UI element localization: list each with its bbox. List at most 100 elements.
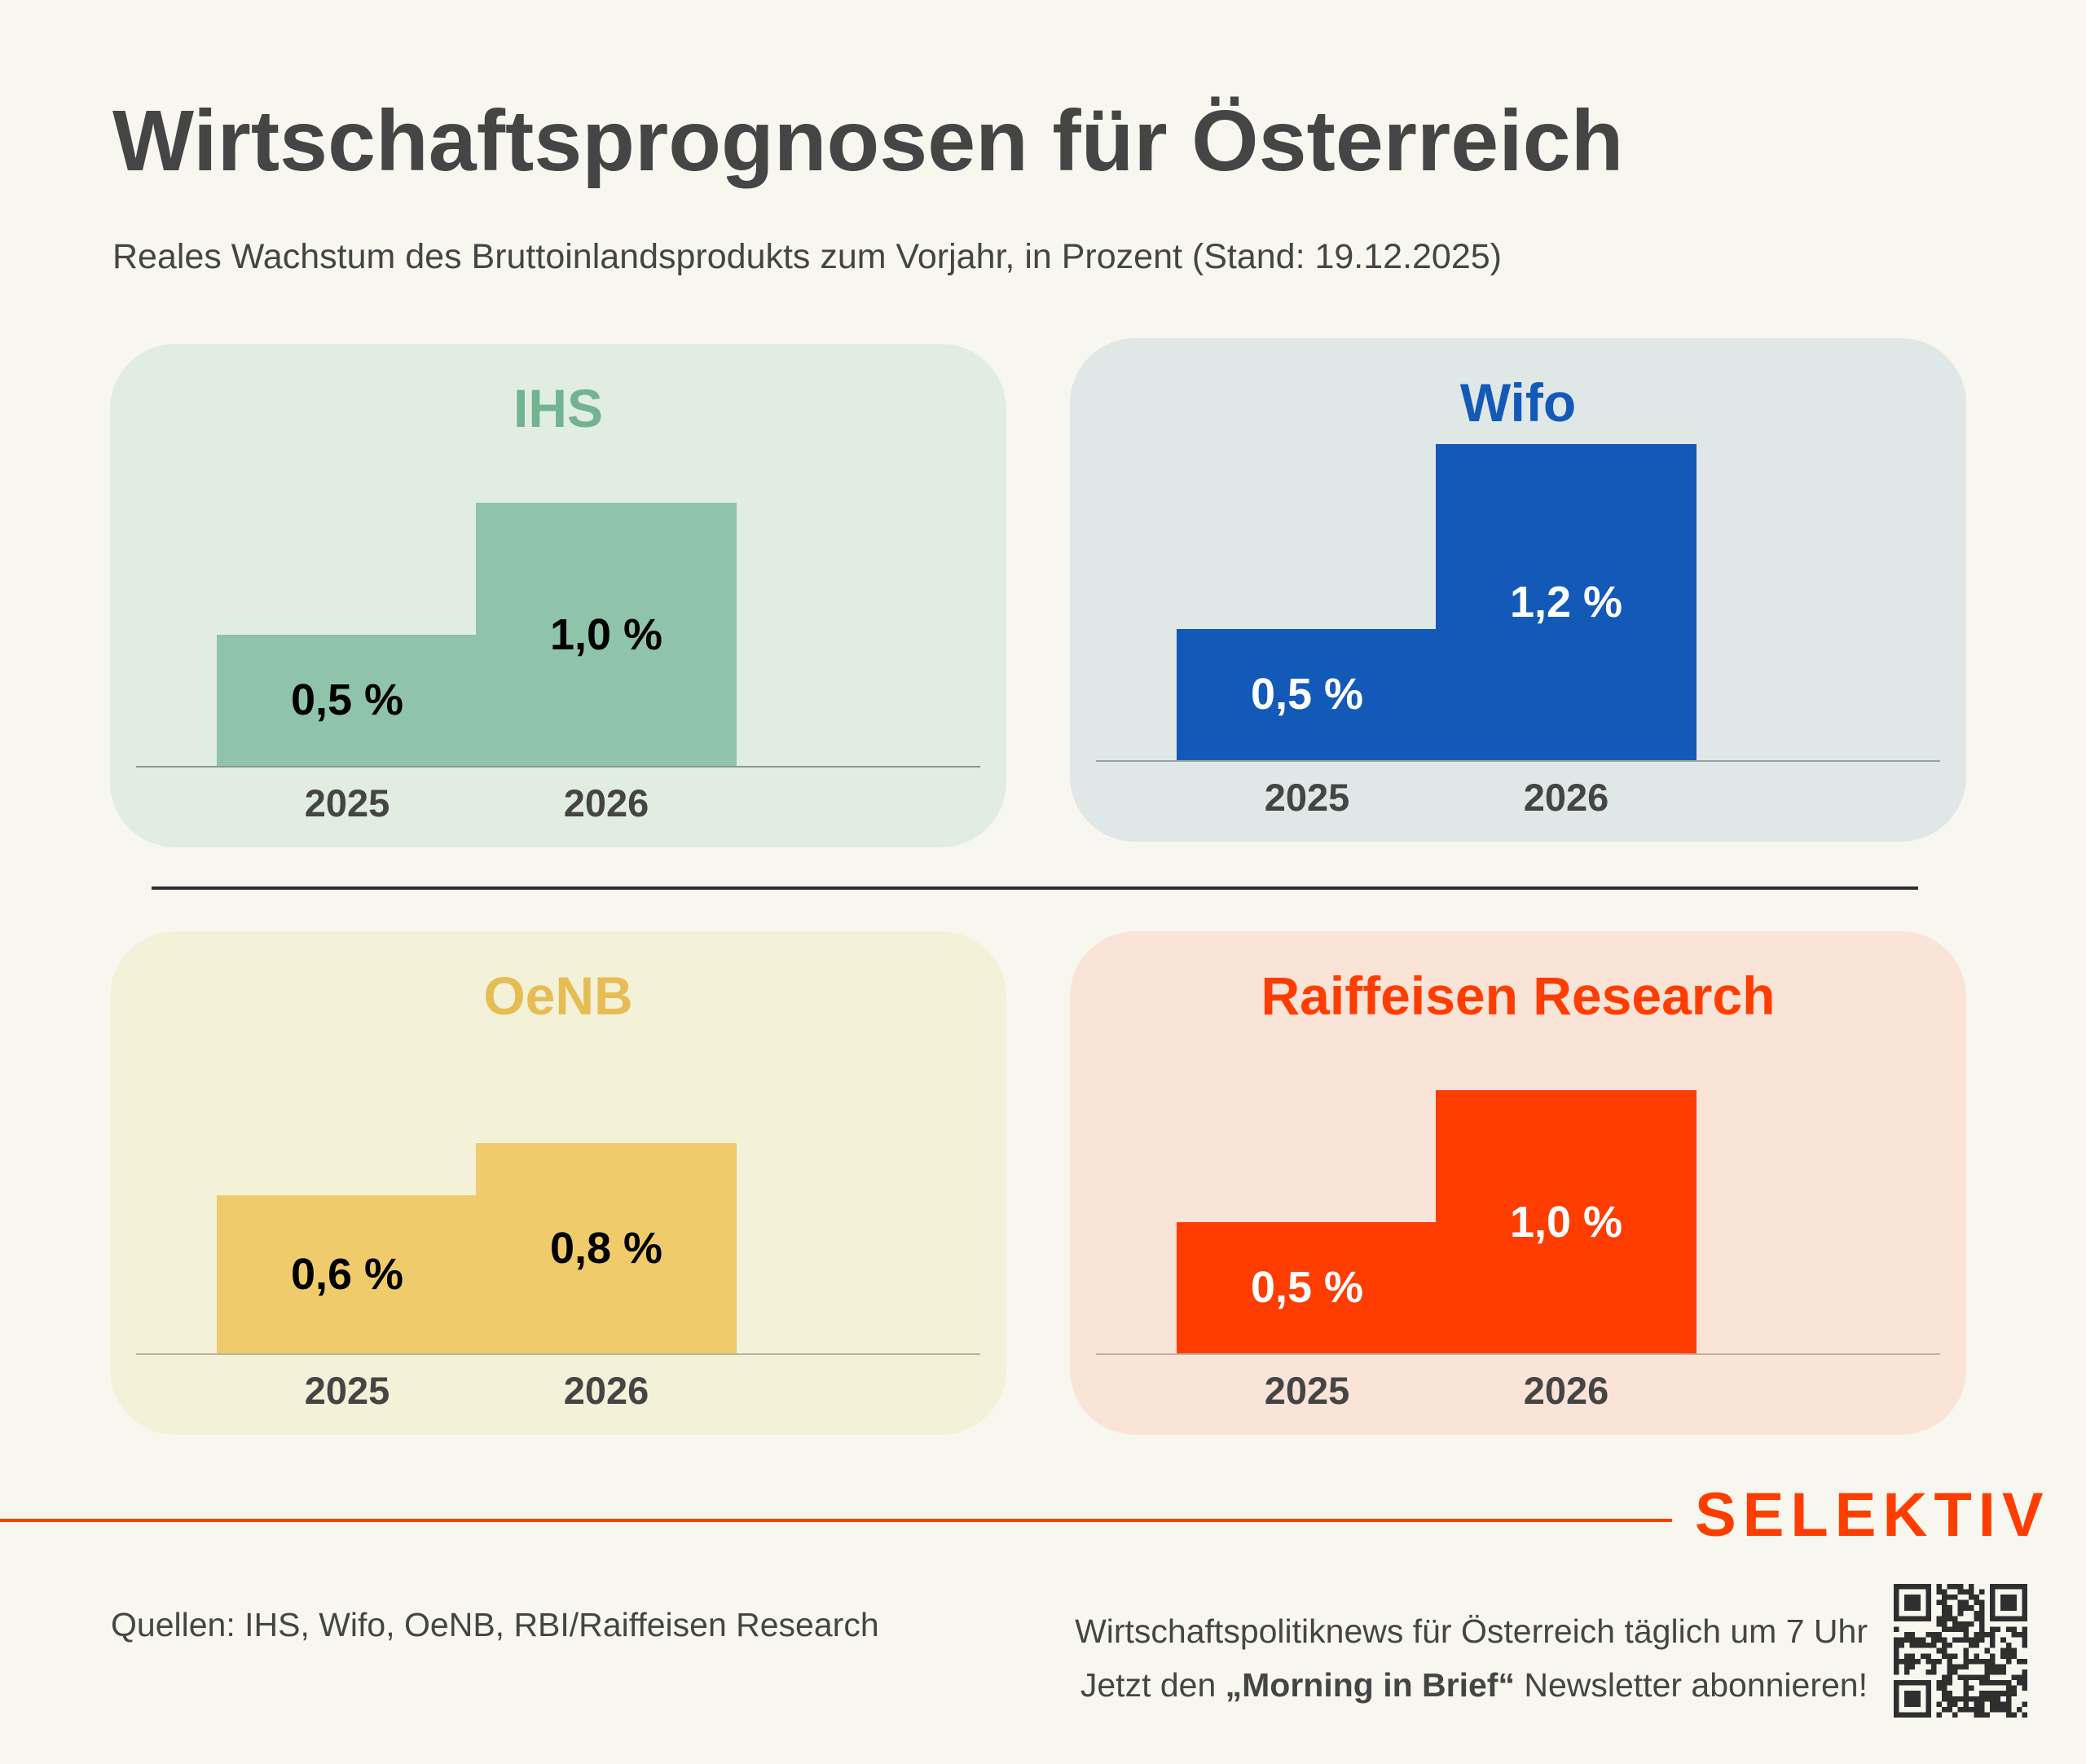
qr-module [1936, 1599, 1943, 1606]
qr-module [2016, 1658, 2022, 1665]
qr-module [1925, 1669, 1931, 1675]
qr-module [1990, 1658, 1996, 1665]
newsletter-name[interactable]: „Morning in Brief“ [1225, 1665, 1515, 1704]
qr-module [2016, 1706, 2022, 1713]
bar-2025 [1177, 628, 1437, 760]
qr-module [2022, 1584, 2027, 1621]
qr-module [1957, 1674, 1964, 1681]
qr-module [1957, 1621, 1964, 1627]
qr-module [1968, 1658, 1974, 1665]
qr-module [1942, 1674, 1947, 1681]
qr-module [2022, 1685, 2027, 1691]
qr-module [1904, 1669, 1910, 1675]
qr-module [1947, 1643, 1953, 1648]
qr-module [1952, 1712, 1958, 1718]
qr-module [1942, 1621, 1947, 1627]
qr-module [1909, 1664, 1916, 1669]
qr-module [1947, 1669, 1953, 1675]
qr-module [1968, 1696, 1974, 1702]
qr-module [1990, 1664, 1996, 1669]
bar-2026 [1436, 1090, 1697, 1353]
bar-value-label: 1,0 % [549, 609, 663, 659]
x-tick-label: 2026 [563, 781, 649, 825]
promo-line-2[interactable]: Jetzt den „Morning in Brief“ Newsletter … [1075, 1659, 1868, 1713]
qr-module [1947, 1653, 1953, 1659]
qr-module [1952, 1621, 1958, 1627]
qr-module [1990, 1669, 1996, 1675]
qr-module [1925, 1680, 1931, 1718]
qr-module [1978, 1706, 1985, 1713]
chart-panel-raiffeisen: Raiffeisen Research 0,5 % 2025 1,0 % 2026 [1070, 931, 1966, 1435]
promo-line-1: Wirtschaftspolitiknews für Österreich tä… [1075, 1612, 1868, 1650]
qr-module [1995, 1664, 2001, 1669]
qr-module [1947, 1595, 1953, 1600]
chart-panel-wifo: Wifo 0,5 % 2025 1,2 % 2026 [1070, 338, 1966, 842]
qr-module [2000, 1647, 2006, 1654]
qr-module [1936, 1616, 1943, 1621]
qr-module [2011, 1691, 2017, 1696]
qr-module [1904, 1658, 1910, 1665]
qr-module [1952, 1664, 1958, 1669]
qr-module [1963, 1664, 1969, 1669]
qr-module [1942, 1696, 1947, 1702]
bar-value-label: 1,2 % [1509, 578, 1623, 627]
bar-2025 [1177, 1221, 1437, 1353]
qr-module [2000, 1664, 2006, 1669]
qr-module [1952, 1653, 1958, 1659]
footer-accent-line [0, 1519, 1672, 1522]
qr-module [1904, 1632, 1910, 1638]
qr-code-icon[interactable] [1894, 1584, 2027, 1718]
qr-module [1984, 1647, 1991, 1654]
qr-module [2000, 1637, 2006, 1643]
qr-module [2000, 1595, 2017, 1611]
qr-module [1963, 1647, 1969, 1654]
qr-module [1894, 1616, 1931, 1621]
qr-module [1936, 1637, 1943, 1643]
qr-module [1990, 1616, 2027, 1621]
qr-module [1995, 1706, 2001, 1713]
brand-logo[interactable]: SELEKTIV [1695, 1480, 2050, 1550]
qr-module [1894, 1584, 1899, 1621]
qr-module [1930, 1643, 1937, 1648]
qr-module [1963, 1599, 1969, 1606]
qr-module [1968, 1685, 1974, 1691]
qr-module [1920, 1643, 1926, 1648]
qr-module [1974, 1653, 1979, 1659]
qr-module [1990, 1653, 1996, 1659]
qr-module [1930, 1669, 1937, 1675]
qr-module [1936, 1658, 1943, 1665]
qr-module [1974, 1706, 1979, 1713]
qr-module [1936, 1621, 1943, 1627]
qr-module [1942, 1589, 1947, 1595]
qr-module [1974, 1712, 1979, 1718]
qr-module [1968, 1595, 1974, 1600]
qr-module [1968, 1605, 1974, 1611]
qr-module [1942, 1706, 1947, 1713]
bar-value-label: 0,8 % [549, 1223, 663, 1273]
qr-module [1936, 1701, 1943, 1707]
qr-module [1974, 1643, 1979, 1648]
qr-module [1978, 1616, 1985, 1621]
qr-module [1995, 1701, 2001, 1707]
qr-module [2022, 1632, 2027, 1638]
qr-module [1963, 1706, 1969, 1713]
qr-module [2011, 1674, 2017, 1681]
qr-module [1925, 1584, 1931, 1621]
qr-module [1947, 1610, 1953, 1617]
qr-module [1995, 1696, 2001, 1702]
qr-module [1947, 1658, 1953, 1665]
qr-module [2011, 1653, 2017, 1659]
qr-module [1904, 1595, 1921, 1611]
qr-module [1957, 1664, 1964, 1669]
qr-module [1947, 1696, 1953, 1702]
qr-module [1947, 1664, 1953, 1669]
qr-module [1963, 1637, 1969, 1643]
qr-module [1942, 1599, 1947, 1606]
qr-module [1904, 1664, 1910, 1669]
qr-module [2011, 1626, 2017, 1633]
qr-module [1925, 1632, 1931, 1638]
newsletter-promo: Wirtschaftspolitiknews für Österreich tä… [1075, 1605, 1868, 1712]
qr-module [1978, 1599, 1985, 1606]
qr-module [1984, 1664, 1991, 1669]
qr-module [1974, 1599, 1979, 1606]
